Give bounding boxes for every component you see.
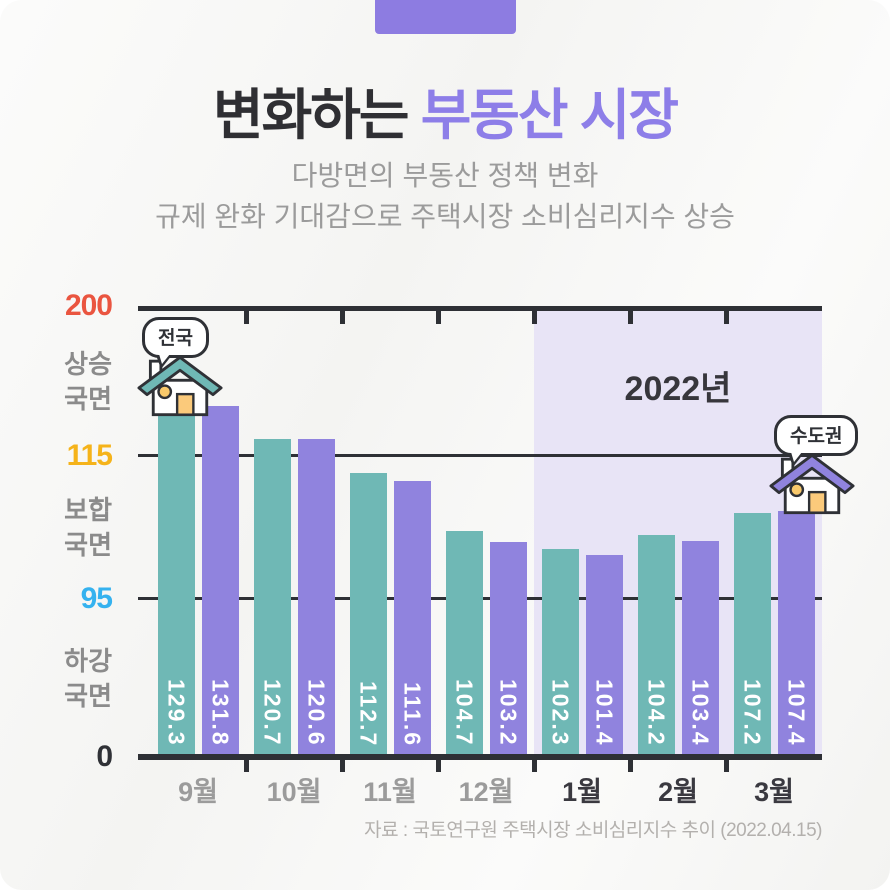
axis-tick-top <box>531 311 537 324</box>
page-title-dark: 변화하는 <box>213 84 421 146</box>
speech-bubble-metro: 수도권 <box>774 415 859 468</box>
axis-tick-top <box>627 311 633 324</box>
bar-nationwide: 107.2 <box>733 512 771 759</box>
month-label-1월: 1월 <box>562 777 602 807</box>
speech-bubble-nationwide: 전국 <box>142 317 209 370</box>
bar-metro: 131.8 <box>201 405 239 759</box>
top-ribbon-tab <box>375 0 516 34</box>
month-label-9월: 9월 <box>178 777 218 807</box>
bar-value-label: 107.4 <box>783 679 810 747</box>
axis-tick-top <box>243 311 249 324</box>
bar-nationwide: 129.3 <box>157 413 195 759</box>
bar-value-label: 107.2 <box>739 679 766 747</box>
axis-tick-bottom <box>723 759 729 772</box>
speech-bubble-tail <box>156 354 172 370</box>
bar-value-label: 103.2 <box>495 679 522 747</box>
zone-label-flat: 보합 국면 <box>64 494 112 560</box>
zone-label-rising: 상승 국면 <box>64 348 112 414</box>
bar-metro: 107.4 <box>777 511 815 759</box>
x-axis-baseline <box>138 754 822 760</box>
page-title: 변화하는 부동산 시장 <box>0 70 890 150</box>
zone-label-falling: 하강 국면 <box>64 645 112 711</box>
axis-tick-bottom <box>339 759 345 772</box>
speech-bubble-tail <box>788 452 804 468</box>
bar-nationwide: 112.7 <box>349 472 387 759</box>
axis-tick-top <box>435 311 441 324</box>
highlight-region-2022: 2022년 <box>534 311 822 755</box>
bar-value-label: 112.7 <box>355 680 382 747</box>
month-label-3월: 3월 <box>754 777 794 807</box>
bar-metro: 101.4 <box>585 555 623 759</box>
axis-tick-top <box>723 311 729 324</box>
y-tick-label-0: 0 <box>96 740 113 773</box>
bar-value-label: 101.4 <box>591 679 618 747</box>
bar-metro: 120.6 <box>297 439 335 759</box>
y-tick-label-115: 115 <box>66 439 113 472</box>
subtitle-line-1: 다방면의 부동산 정책 변화 <box>291 160 599 191</box>
month-label-12월: 12월 <box>458 777 514 807</box>
region-label-2022: 2022년 <box>624 370 732 408</box>
y-tick-label-200: 200 <box>64 289 113 322</box>
y-tick-label-95: 95 <box>80 582 113 615</box>
bar-nationwide: 104.7 <box>445 531 483 759</box>
bar-value-label: 104.7 <box>451 679 478 747</box>
gridline-115 <box>138 454 822 457</box>
data-source-caption: 자료 : 국토연구원 주택시장 소비심리지수 추이 (2022.04.15) <box>364 820 822 841</box>
bar-nationwide: 120.7 <box>253 438 291 759</box>
axis-tick-bottom <box>243 759 249 772</box>
bar-nationwide: 104.2 <box>637 534 675 759</box>
bar-value-label: 131.8 <box>207 679 234 747</box>
bar-metro: 111.6 <box>393 480 431 759</box>
bar-value-label: 104.2 <box>643 679 670 747</box>
axis-tick-bottom <box>435 759 441 772</box>
axis-tick-bottom <box>627 759 633 772</box>
bar-value-label: 103.4 <box>687 679 714 747</box>
house-icon-nationwide <box>137 355 223 422</box>
page-subtitle: 다방면의 부동산 정책 변화 규제 완화 기대감으로 주택시장 소비심리지수 상… <box>0 156 890 237</box>
subtitle-line-2: 규제 완화 기대감으로 주택시장 소비심리지수 상승 <box>155 200 735 232</box>
bar-value-label: 102.3 <box>547 679 574 747</box>
page-title-accent: 부동산 시장 <box>420 84 679 146</box>
bar-value-label: 120.6 <box>303 679 330 747</box>
bar-value-label: 120.7 <box>259 679 286 747</box>
bar-nationwide: 102.3 <box>541 548 579 759</box>
bar-value-label: 111.6 <box>399 681 426 747</box>
bar-metro: 103.2 <box>489 542 527 759</box>
month-label-10월: 10월 <box>266 777 322 807</box>
axis-tick-bottom <box>531 759 537 772</box>
bar-metro: 103.4 <box>681 540 719 759</box>
bar-value-label: 129.3 <box>163 679 190 747</box>
house-icon-metro <box>769 453 855 520</box>
axis-tick-top <box>339 311 345 324</box>
month-label-2월: 2월 <box>658 777 698 807</box>
month-label-11월: 11월 <box>363 777 417 807</box>
top-axis-line <box>138 306 822 311</box>
